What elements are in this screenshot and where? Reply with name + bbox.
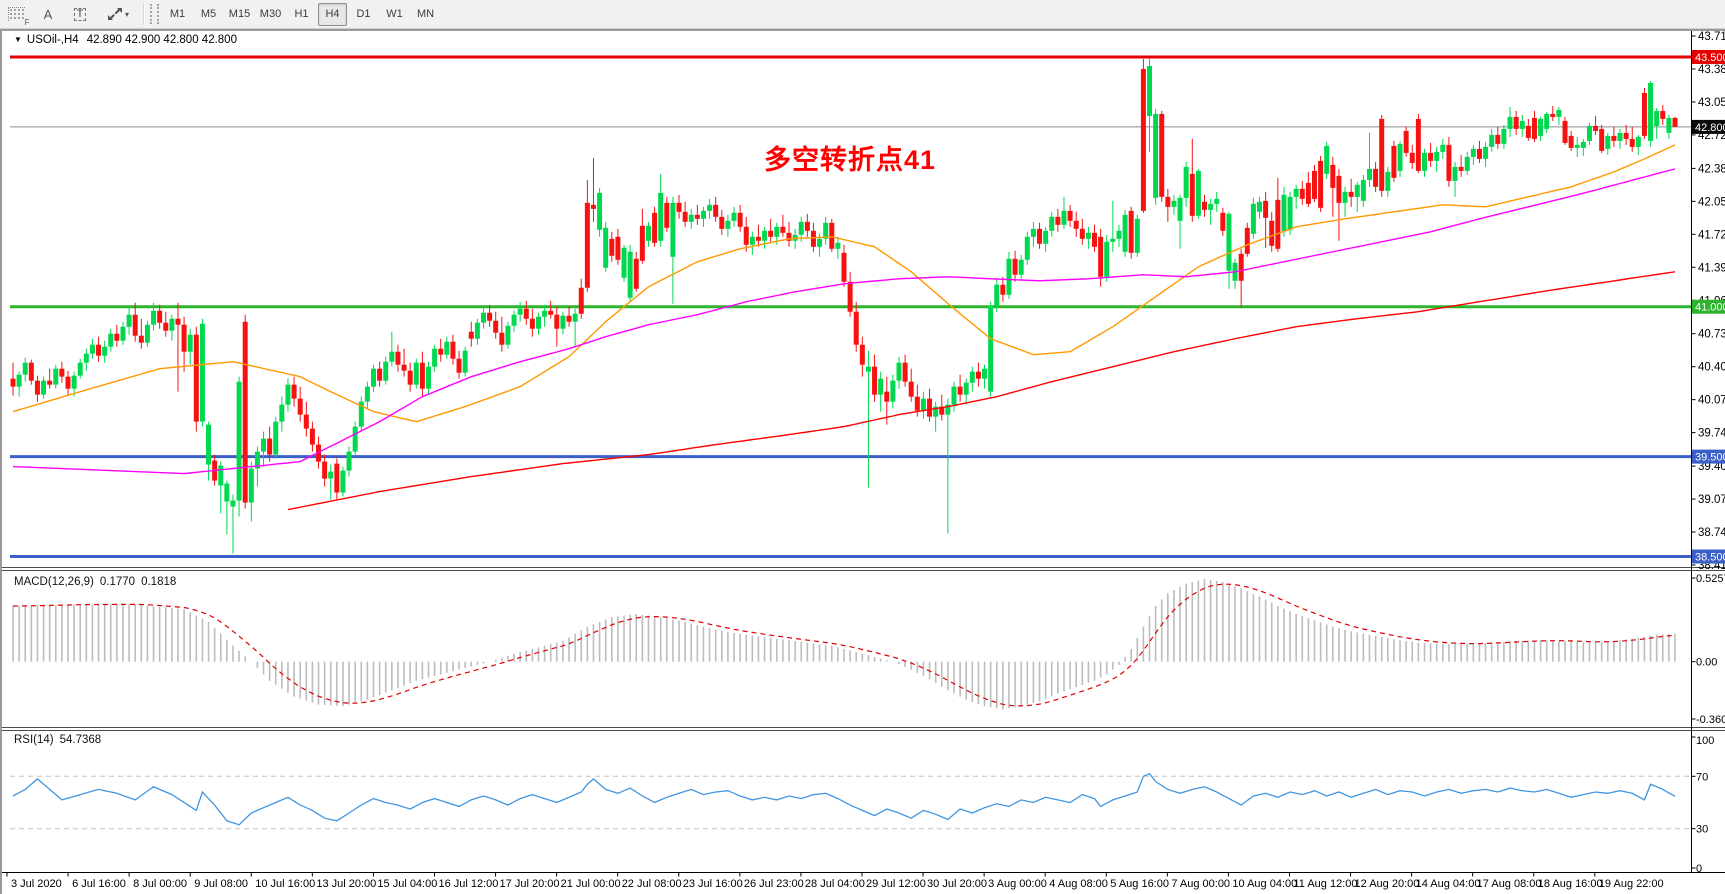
indicator-grid-icon[interactable]: F [2, 2, 30, 27]
svg-text:3 Jul 2020: 3 Jul 2020 [11, 878, 62, 890]
svg-text:38.500: 38.500 [1695, 552, 1725, 564]
cursor-mode-icon[interactable]: ▾ [98, 2, 138, 26]
svg-text:70: 70 [1696, 771, 1708, 783]
timeframe-d1-button[interactable]: D1 [356, 8, 371, 20]
symbol-timeframe-label: USOil-,H4 [26, 34, 79, 46]
macd-signal-value: 0.1818 [141, 576, 177, 588]
text-box-tool-icon[interactable]: T [66, 2, 94, 26]
svg-text:10 Aug 04:00: 10 Aug 04:00 [1232, 878, 1297, 890]
svg-text:-0.3603: -0.3603 [1696, 714, 1725, 726]
diagonal-arrows-glyph [107, 8, 122, 20]
svg-text:9 Jul 08:00: 9 Jul 08:00 [194, 878, 248, 890]
timeframe-m1-button[interactable]: M1 [169, 8, 186, 20]
svg-text:43.380: 43.380 [1698, 64, 1725, 76]
svg-text:0: 0 [1696, 863, 1702, 875]
svg-text:42.385: 42.385 [1698, 163, 1725, 175]
svg-text:30: 30 [1696, 824, 1708, 836]
svg-text:12 Aug 20:00: 12 Aug 20:00 [1355, 878, 1420, 890]
svg-text:38.745: 38.745 [1698, 527, 1725, 539]
svg-text:0.00: 0.00 [1696, 657, 1717, 669]
svg-text:41.725: 41.725 [1698, 229, 1725, 241]
toolbar: F A T ▾ M1 M5 M15 M30 H1 H4 D1 W1 MN [0, 0, 1725, 29]
svg-text:43.500: 43.500 [1695, 52, 1725, 64]
svg-text:39.075: 39.075 [1698, 494, 1725, 506]
timeframe-h4-button[interactable]: H4 [318, 2, 347, 26]
svg-text:30 Jul 20:00: 30 Jul 20:00 [927, 878, 987, 890]
toolbar-drag-handle[interactable] [150, 4, 159, 24]
svg-text:8 Jul 00:00: 8 Jul 00:00 [133, 878, 187, 890]
svg-text:28 Jul 04:00: 28 Jul 04:00 [805, 878, 865, 890]
chart-text-annotation[interactable]: 多空转折点41 [764, 145, 937, 175]
chart-window: ▼ USOil-,H4 42.890 42.900 42.800 42.800 MA… [0, 29, 1725, 894]
svg-text:13 Jul 20:00: 13 Jul 20:00 [316, 878, 376, 890]
svg-text:39.500: 39.500 [1695, 452, 1725, 464]
svg-text:16 Jul 12:00: 16 Jul 12:00 [438, 878, 498, 890]
chart-title: ▼ USOil-,H4 42.890 42.900 42.800 42.800 [14, 34, 237, 46]
timeframe-m30-button[interactable]: M30 [259, 8, 282, 20]
svg-text:21 Jul 00:00: 21 Jul 00:00 [561, 878, 621, 890]
svg-text:17 Aug 08:00: 17 Aug 08:00 [1477, 878, 1542, 890]
svg-text:22 Jul 08:00: 22 Jul 08:00 [622, 878, 682, 890]
svg-text:19 Aug 22:00: 19 Aug 22:00 [1599, 878, 1664, 890]
toolbar-separator [143, 3, 144, 25]
timeframe-w1-button[interactable]: W1 [386, 8, 403, 20]
grid-glyph: F [7, 7, 30, 27]
timeframe-h1-button[interactable]: H1 [294, 8, 309, 20]
macd-value: 0.1770 [99, 576, 136, 588]
timeframe-mn-button[interactable]: MN [416, 8, 435, 20]
macd-indicator-name: MACD(12,26,9) [14, 576, 94, 588]
svg-text:39.405: 39.405 [1698, 461, 1725, 473]
rsi-pane-label: RSI(14) 54.7368 [14, 734, 107, 746]
svg-text:5 Aug 16:00: 5 Aug 16:00 [1110, 878, 1169, 890]
svg-text:3 Aug 00:00: 3 Aug 00:00 [988, 878, 1047, 890]
svg-text:42.800: 42.800 [1695, 122, 1725, 134]
svg-text:0.5257: 0.5257 [1696, 573, 1725, 585]
price-chart-canvas[interactable]: 43.71043.38043.05042.72042.38542.05541.7… [2, 30, 1725, 894]
svg-text:100: 100 [1696, 735, 1714, 747]
timeframe-m15-button[interactable]: M15 [228, 8, 251, 20]
macd-pane-label: MACD(12,26,9) 0.1770 0.1818 [14, 576, 182, 588]
svg-text:17 Jul 20:00: 17 Jul 20:00 [500, 878, 560, 890]
svg-text:26 Jul 23:00: 26 Jul 23:00 [744, 878, 804, 890]
svg-text:43.710: 43.710 [1698, 31, 1725, 43]
timeframe-m5-button[interactable]: M5 [200, 8, 217, 20]
ohlc-values: 42.890 42.900 42.800 42.800 [86, 34, 237, 46]
svg-text:18 Aug 16:00: 18 Aug 16:00 [1538, 878, 1603, 890]
symbol-dropdown-icon[interactable]: ▼ [14, 35, 22, 44]
svg-text:11 Aug 12:00: 11 Aug 12:00 [1293, 878, 1357, 890]
svg-text:15 Jul 04:00: 15 Jul 04:00 [377, 878, 437, 890]
rsi-indicator-name: RSI(14) [14, 734, 54, 746]
svg-text:29 Jul 12:00: 29 Jul 12:00 [866, 878, 926, 890]
svg-text:40.070: 40.070 [1698, 395, 1725, 407]
svg-text:23 Jul 16:00: 23 Jul 16:00 [683, 878, 743, 890]
svg-text:43.050: 43.050 [1698, 97, 1725, 109]
svg-text:10 Jul 16:00: 10 Jul 16:00 [255, 878, 315, 890]
svg-text:7 Aug 00:00: 7 Aug 00:00 [1171, 878, 1230, 890]
svg-text:40.730: 40.730 [1698, 329, 1725, 341]
svg-text:6 Jul 16:00: 6 Jul 16:00 [72, 878, 126, 890]
svg-text:42.055: 42.055 [1698, 196, 1725, 208]
rsi-value: 54.7368 [59, 734, 102, 746]
svg-text:41.395: 41.395 [1698, 262, 1725, 274]
text-label-tool-icon[interactable]: A [43, 6, 53, 22]
svg-text:14 Aug 04:00: 14 Aug 04:00 [1416, 878, 1481, 890]
svg-text:4 Aug 08:00: 4 Aug 08:00 [1049, 878, 1108, 890]
svg-text:40.400: 40.400 [1698, 362, 1725, 374]
svg-text:41.000: 41.000 [1695, 302, 1725, 314]
svg-text:39.740: 39.740 [1698, 428, 1725, 440]
